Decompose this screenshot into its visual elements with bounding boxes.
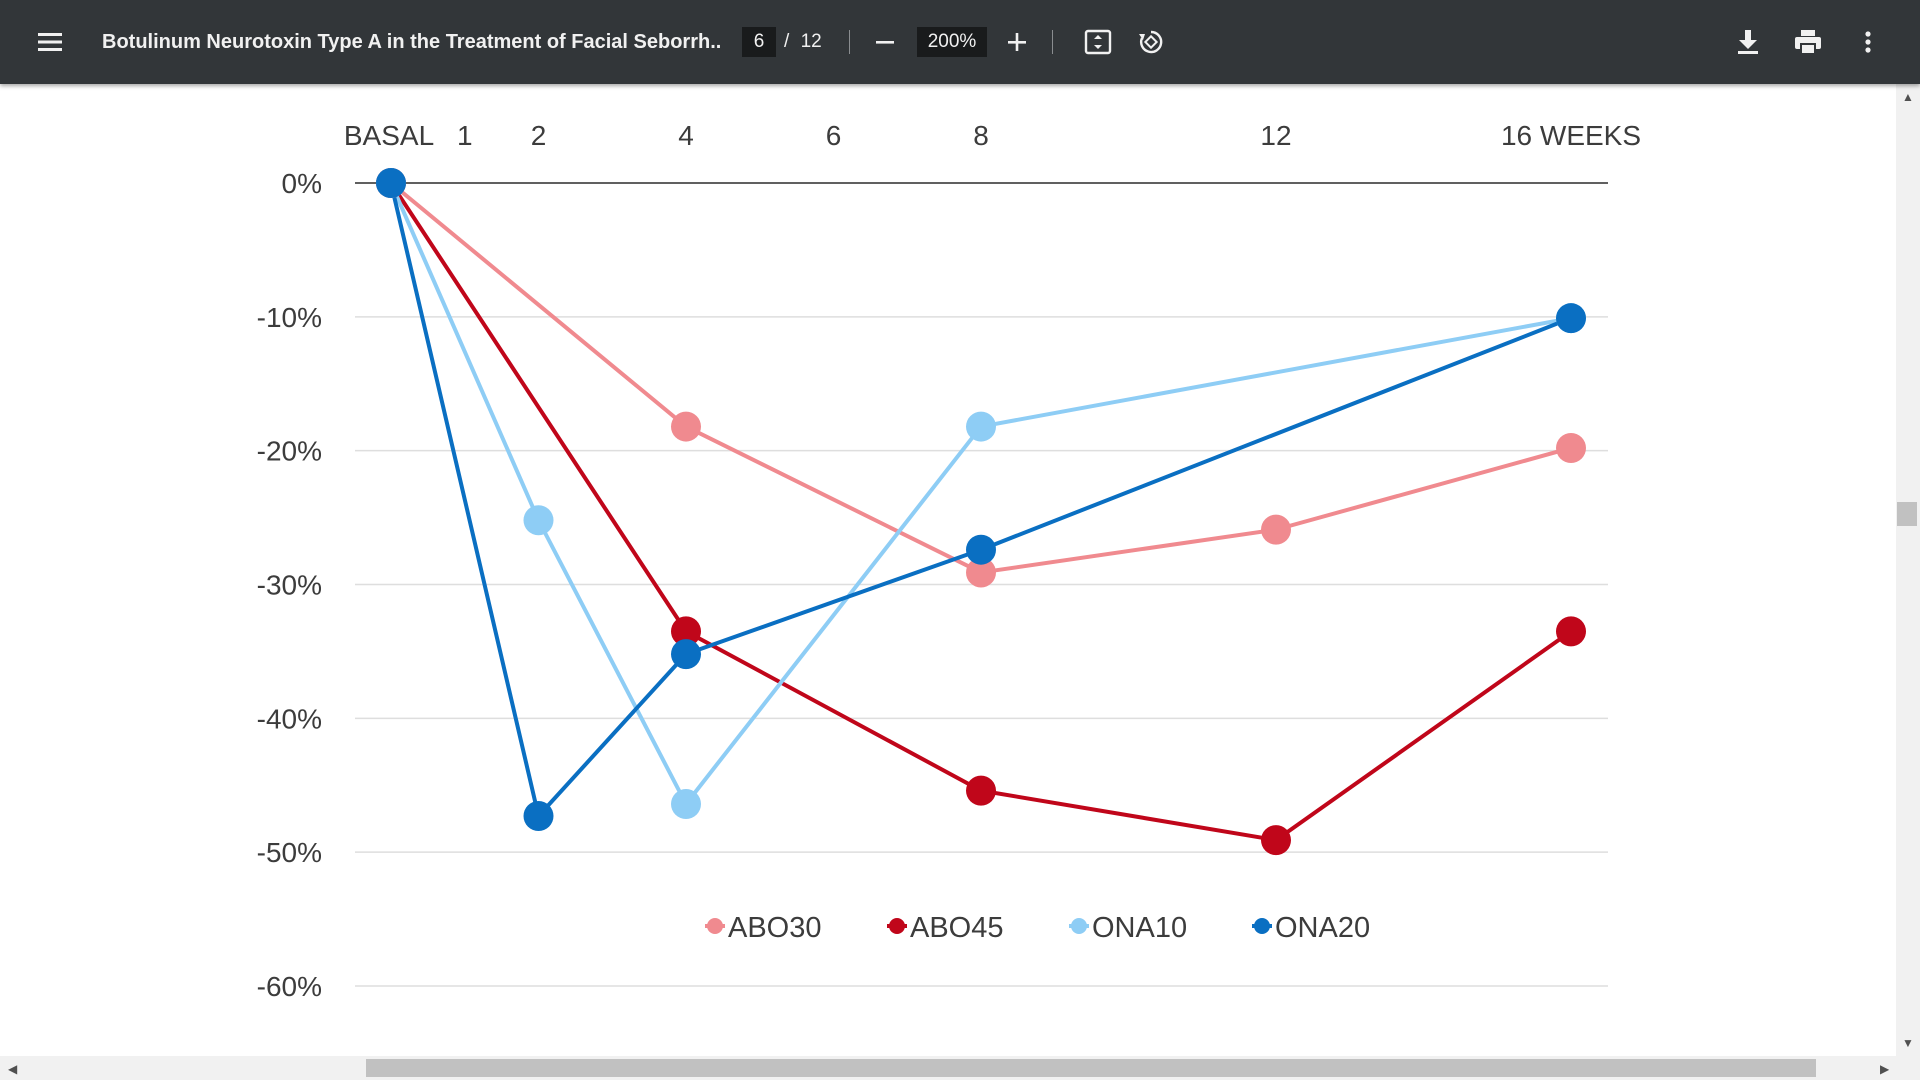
vertical-scrollbar-thumb[interactable] [1897, 502, 1917, 526]
page-number-input[interactable]: 6 [742, 27, 776, 57]
data-point-abo30 [1261, 514, 1291, 545]
scroll-down-arrow-icon[interactable]: ▼ [1902, 1036, 1914, 1050]
y-tick-label: -10% [257, 302, 322, 333]
sebum-change-chart: 0%-10%-20%-30%-40%-50%-60% BASAL 1 2 4 6 8 12 1… [257, 120, 1641, 1002]
x-tick-label: 12 [1260, 120, 1291, 151]
legend-label-abo30: ABO30 [728, 912, 822, 944]
print-button[interactable] [1784, 18, 1832, 66]
scroll-up-arrow-icon[interactable]: ▲ [1902, 90, 1914, 104]
minus-icon [876, 41, 894, 44]
scroll-right-arrow-icon[interactable]: ▶ [1880, 1062, 1890, 1076]
y-tick-label: -20% [257, 436, 322, 467]
document-title: Botulinum Neurotoxin Type A in the Treat… [102, 31, 722, 53]
menu-icon [38, 33, 62, 51]
fit-to-page-icon [1084, 29, 1112, 55]
download-button[interactable] [1724, 18, 1772, 66]
scroll-left-arrow-icon[interactable]: ◀ [8, 1062, 18, 1076]
x-tick-label: 4 [678, 120, 694, 151]
data-point-abo45 [1261, 825, 1291, 856]
data-point-abo30 [671, 411, 701, 442]
data-point-ona10 [523, 505, 554, 536]
more-options-button[interactable] [1844, 18, 1892, 66]
toolbar-divider [1052, 30, 1053, 54]
legend-marker-abo30 [707, 918, 723, 934]
data-series [376, 168, 1586, 856]
series-line-ona10 [389, 182, 1572, 806]
download-icon [1738, 30, 1758, 54]
data-point-ona10 [966, 411, 996, 442]
page-count: / 12 [784, 27, 822, 57]
legend-label-abo45: ABO45 [910, 912, 1004, 944]
page-separator: / [784, 31, 790, 52]
legend-marker-abo45 [889, 918, 905, 934]
zoom-level-input[interactable]: 200% [917, 27, 987, 57]
legend-marker-ona10 [1071, 918, 1087, 934]
data-point-abo45 [966, 775, 996, 806]
y-tick-label: -60% [257, 971, 322, 1002]
x-tick-label: 16 WEEKS [1501, 120, 1641, 151]
chart-legend: ABO30 ABO45 ONA10 ONA20 [705, 912, 1370, 944]
figure-caption: Figure 2. Changes in sebum secretion rel… [236, 1044, 1836, 1056]
toolbar-divider [849, 30, 850, 54]
x-tick-label: 2 [531, 120, 547, 151]
y-tick-label: -50% [257, 837, 322, 868]
data-point-abo45 [1556, 616, 1586, 647]
fit-to-page-button[interactable] [1074, 18, 1122, 66]
y-tick-label: 0% [282, 168, 322, 199]
plus-icon [1008, 33, 1026, 51]
horizontal-scrollbar-thumb[interactable] [366, 1059, 1816, 1077]
page-total: 12 [800, 31, 822, 52]
pdf-toolbar: Botulinum Neurotoxin Type A in the Treat… [0, 0, 1920, 84]
menu-button[interactable] [26, 18, 74, 66]
data-point-ona20 [1556, 303, 1586, 334]
zoom-in-button[interactable] [993, 18, 1041, 66]
zoom-out-button[interactable] [861, 18, 909, 66]
y-tick-label: -30% [257, 570, 322, 601]
data-point-abo45 [671, 616, 701, 647]
data-point-ona20 [671, 639, 701, 670]
document-viewport[interactable]: 0% -10% -20% -30% -40% -50% -60% BASAL 1 2 4 6 8 12 1… [0, 84, 1896, 1056]
data-point-abo30 [1556, 432, 1586, 463]
rotate-button[interactable] [1127, 18, 1175, 66]
data-point-ona10 [671, 788, 701, 819]
vertical-scrollbar[interactable] [1896, 84, 1920, 1056]
data-point-abo30 [966, 557, 996, 588]
x-axis-tick-labels: BASAL 1 2 4 6 8 12 16 WEEKS [344, 120, 1641, 151]
more-vert-icon [1865, 31, 1871, 53]
rotate-icon [1139, 30, 1163, 54]
series-line-ona20 [389, 182, 1572, 819]
data-point-ona20 [523, 801, 554, 832]
y-axis-tick-labels: 0% -10% -20% -30% -40% -50% -60% [257, 168, 322, 1002]
x-tick-label: 6 [826, 120, 842, 151]
x-tick-label: 8 [973, 120, 989, 151]
legend-label-ona20: ONA20 [1275, 912, 1370, 944]
data-point-ona20 [966, 534, 996, 565]
data-point-ona20 [376, 168, 406, 198]
x-tick-label: 1 [457, 120, 473, 151]
y-tick-label: -40% [257, 703, 322, 734]
x-tick-label: BASAL [344, 120, 434, 151]
legend-label-ona10: ONA10 [1092, 912, 1187, 944]
legend-marker-ona20 [1254, 918, 1270, 934]
series-line-abo45 [389, 181, 1573, 843]
series-line-abo30 [389, 181, 1572, 575]
print-icon [1795, 30, 1821, 55]
